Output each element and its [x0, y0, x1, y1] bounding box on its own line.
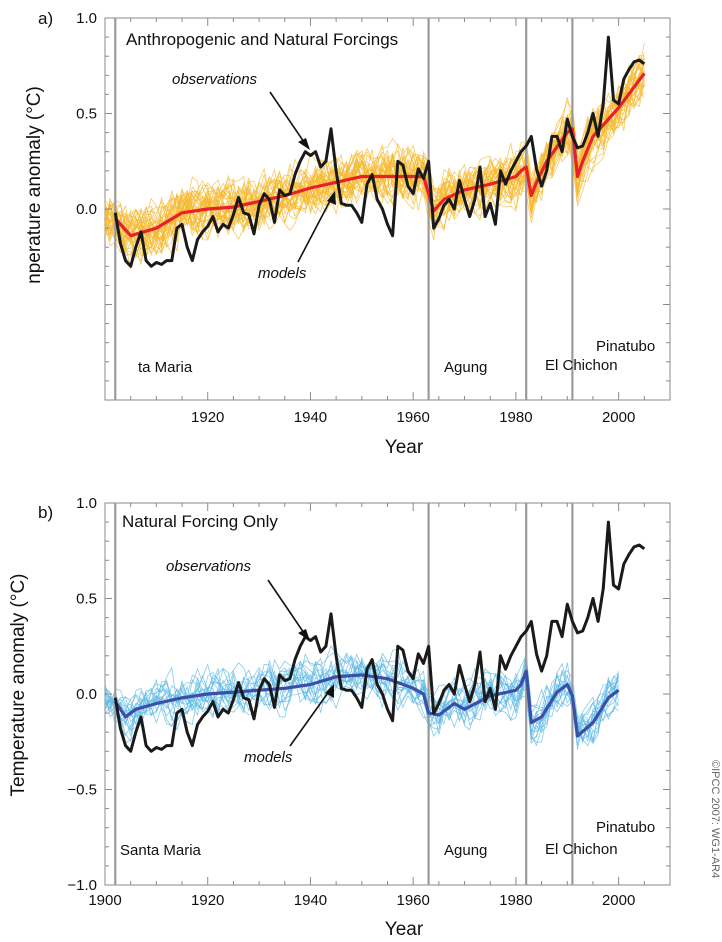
panel-b-xtick-label: 1900	[88, 892, 121, 909]
panel-a-model-run	[104, 57, 645, 233]
panel-a-model-run	[104, 74, 645, 239]
panel-a-volcano-agung: Agung	[444, 359, 487, 376]
panel-b-volcano-agung: Agung	[444, 842, 487, 859]
panel-b-title: Natural Forcing Only	[122, 512, 278, 531]
panel-a-title: Anthropogenic and Natural Forcings	[126, 30, 398, 49]
panel-b-xtick-label: 2000	[602, 892, 635, 909]
panel-b-ytick-label: 0.5	[76, 591, 97, 608]
panel-a-volcano-pinatubo: Pinatubo	[596, 338, 655, 355]
panel-b-models-arrowhead	[325, 684, 334, 698]
panel-a-ytick-label: 0.5	[76, 106, 97, 123]
panel-b-observations-arrow	[267, 579, 307, 637]
panel-b-observations-annotation: observations	[166, 558, 252, 575]
panel-a-ytick-label: 0.0	[76, 201, 97, 218]
panel-b-model-run	[104, 656, 619, 743]
panel-b-ytick-label: −0.5	[67, 782, 97, 799]
panel-a-xlabel: Year	[385, 437, 424, 458]
panel-a-ylabel: nperature anomaly (°C)	[24, 86, 45, 284]
panel-b-volcano-pinatubo: Pinatubo	[596, 819, 655, 836]
panel-b-xtick-label: 1960	[396, 892, 429, 909]
panel-a-observations-arrow	[269, 91, 307, 146]
panel-b-ytick-label: −1.0	[67, 877, 97, 894]
panel-b-xtick-label: 1980	[499, 892, 532, 909]
panel-a-observations-line	[113, 35, 646, 268]
panel-a-xtick-label: 2000	[602, 409, 635, 426]
panel-b-volcano-el-chichon: El Chichon	[545, 841, 618, 858]
panel-b-xtick-label: 1940	[294, 892, 327, 909]
panel-a-models-annotation: models	[258, 265, 307, 282]
panel-a-models-arrowhead	[327, 191, 336, 205]
panel-b-ytick-label: 0.0	[76, 686, 97, 703]
panel-b-ylabel: Temperature anomaly (°C)	[8, 573, 29, 796]
panel-b-xtick-label: 1920	[191, 892, 224, 909]
panel-b-series	[113, 520, 646, 753]
panel-a-label: a)	[38, 9, 53, 28]
panel-a-volcano-santa-maria: ta Maria	[138, 359, 193, 376]
panel-a-xtick-label: 1920	[191, 409, 224, 426]
panel-b-model-run	[104, 662, 619, 738]
panel-b-model-run	[104, 652, 619, 741]
panel-a-xtick-label: 1960	[396, 409, 429, 426]
panel-b-model-run	[104, 660, 619, 735]
copyright-credit: ©IPCC 2007: WG1-AR4	[709, 760, 721, 878]
panel-a: 1.0 0.5 0.0 1920 1940 1960 1980 2000 a) Anthrop…	[24, 9, 671, 458]
panel-a-models-arrow	[297, 196, 333, 263]
panel-b-model-run	[104, 645, 619, 737]
panel-a-model-run	[104, 74, 645, 265]
panel-a-volcano-el-chichon: El Chichon	[545, 357, 618, 374]
panel-b-observations-line	[113, 520, 646, 753]
panel-b-model-run	[104, 656, 619, 746]
panel-a-xtick-label: 1980	[499, 409, 532, 426]
panel-b-model-run	[104, 653, 619, 744]
panel-b-xlabel: Year	[385, 919, 424, 940]
panel-b-volcano-santa-maria: Santa Maria	[120, 842, 202, 859]
panel-a-models-mean-line	[114, 72, 646, 238]
panel-b-observations-arrowhead	[298, 629, 310, 641]
panel-a-ytick-label: 1.0	[76, 10, 97, 27]
panel-b-label: b)	[38, 503, 53, 522]
panel-a-series	[113, 35, 646, 268]
panel-b-models-annotation: models	[244, 749, 293, 766]
panel-a-observations-arrowhead	[298, 138, 310, 150]
panel-a-ticks: 1.0 0.5 0.0 1920 1940 1960 1980 2000	[76, 10, 671, 426]
panel-a-xtick-label: 1940	[294, 409, 327, 426]
panel-a-volcano-lines	[114, 18, 574, 400]
panel-b-model-runs	[104, 645, 619, 750]
panel-a-observations-annotation: observations	[172, 71, 258, 88]
panel-a-model-run	[104, 85, 645, 253]
panel-b-models-arrow	[289, 689, 331, 747]
panel-b-ytick-label: 1.0	[76, 495, 97, 512]
